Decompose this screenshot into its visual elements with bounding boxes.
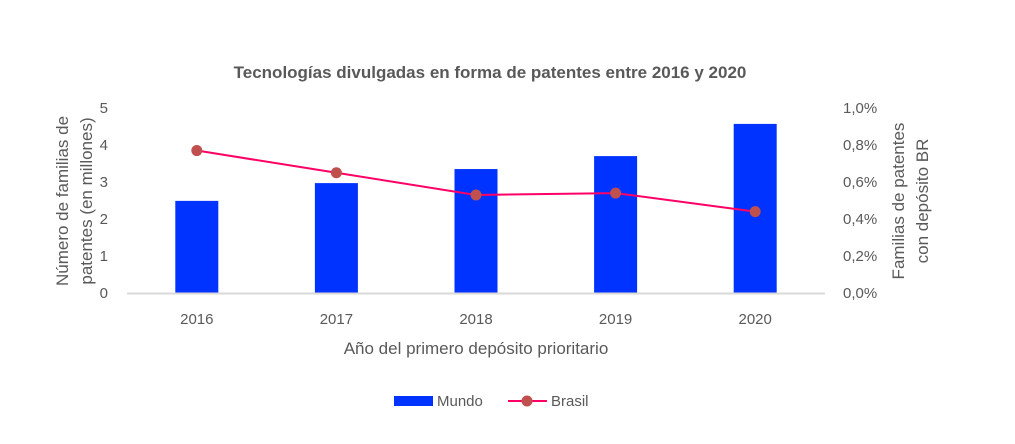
y-tick-label: 4 — [100, 137, 108, 154]
marker-brasil-2016 — [191, 145, 203, 157]
marker-brasil-2020 — [749, 206, 761, 218]
y-tick-label: 3 — [100, 174, 108, 191]
y-tick-label: 0 — [100, 285, 108, 302]
y2-axis-title: Familias de patentes con depósito BR — [889, 123, 932, 280]
marker-brasil-2019 — [610, 187, 622, 199]
y-tick-label: 2 — [100, 211, 108, 228]
legend: Mundo Brasil — [394, 393, 589, 410]
x-tick-label: 2020 — [739, 311, 772, 328]
marker-brasil-2018 — [470, 189, 482, 201]
y2-axis-title-line-1: Familias de patentes — [889, 123, 908, 280]
legend-swatch-mundo — [394, 396, 433, 406]
x-tick-label: 2017 — [320, 311, 353, 328]
marker-brasil-2017 — [330, 167, 342, 179]
y-axis-title-line-1: Número de familias de — [53, 116, 72, 286]
y-tick-label: 5 — [100, 100, 108, 117]
y2-axis-ticks: 0,0% 0,2% 0,4% 0,6% 0,8% 1,0% — [843, 100, 877, 302]
x-axis-ticks: 2016 2017 2018 2019 2020 — [180, 311, 772, 328]
x-tick-label: 2018 — [459, 311, 492, 328]
chart-title: Tecnologías divulgadas en forma de paten… — [234, 63, 747, 82]
bars-mundo — [175, 123, 777, 293]
y2-tick-label: 0,4% — [843, 211, 877, 228]
legend-marker-brasil — [521, 395, 533, 407]
legend-label-mundo: Mundo — [437, 393, 483, 410]
y-axis-title: Número de familias de patentes (en millo… — [53, 116, 96, 286]
bar-mundo-2019 — [594, 156, 638, 293]
y2-tick-label: 0,6% — [843, 174, 877, 191]
bar-mundo-2016 — [175, 200, 219, 293]
y2-tick-label: 0,0% — [843, 285, 877, 302]
legend-label-brasil: Brasil — [551, 393, 589, 410]
line-brasil — [191, 145, 761, 218]
x-tick-label: 2016 — [180, 311, 213, 328]
bar-mundo-2018 — [454, 169, 498, 293]
y-axis-title-line-2: patentes (en millones) — [77, 117, 96, 284]
y2-axis-title-line-2: con depósito BR — [913, 139, 932, 264]
y-tick-label: 1 — [100, 248, 108, 265]
y2-tick-label: 0,8% — [843, 137, 877, 154]
x-axis-title: Año del primero depósito prioritario — [344, 339, 609, 358]
y2-tick-label: 1,0% — [843, 100, 877, 117]
bar-mundo-2017 — [314, 183, 358, 293]
y2-tick-label: 0,2% — [843, 248, 877, 265]
y-axis-ticks: 0 1 2 3 4 5 — [100, 100, 108, 302]
x-tick-label: 2019 — [599, 311, 632, 328]
